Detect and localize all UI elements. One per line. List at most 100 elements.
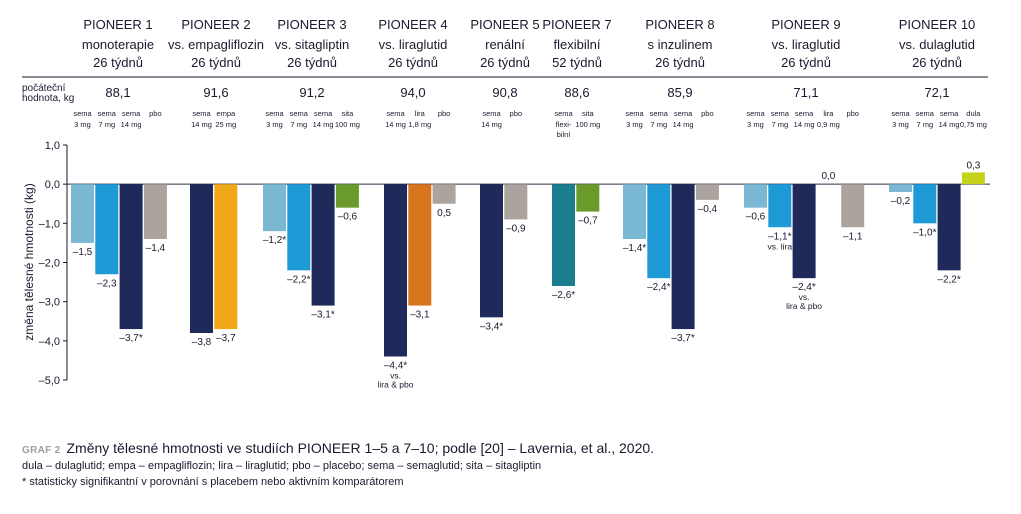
bar [95,184,119,275]
bar [913,184,937,224]
baseline-label-line1: počáteční [22,83,66,94]
arm-label-dose: 14 mg [121,120,142,129]
bar-value-label: –1,2* [263,235,286,246]
arm-label-name: sema [265,109,284,118]
y-tick-label: –1,0 [39,218,60,230]
arm-label-name: pbo [149,109,162,118]
bar-value-label: –2,2* [287,274,310,285]
y-axis-label: změna tělesné hmotnosti (kg) [22,183,36,340]
bar-value-label: –2,6* [552,290,575,301]
study-comparison: vs. liraglutid [379,37,448,52]
bar [504,184,528,220]
arm-label-name: sema [891,109,910,118]
arm-label-dose: 0,9 mg [817,120,840,129]
study-baseline: 94,0 [400,85,425,100]
bar [744,184,767,208]
bar-value-label: 0,3 [966,160,980,171]
bar-value-label: –0,2 [891,196,911,207]
bar [623,184,646,239]
bar [961,172,985,185]
arm-label-dose: 14 mg [385,120,406,129]
arm-label-name: sema [625,109,644,118]
arm-label-dose: 7 mg [916,120,933,129]
bar [695,184,719,200]
study-name: PIONEER 4 [378,17,447,32]
study-name: PIONEER 1 [83,17,152,32]
arm-label-name: sema [674,109,693,118]
study-duration: 26 týdnů [93,55,143,70]
bar [671,184,695,330]
bar-value-label: –1,1 [843,231,863,242]
arm-label-name: sema [122,109,141,118]
arm-label-name: sema [290,109,309,118]
bar-significance-note: lira & pbo [378,380,414,390]
study-duration: 26 týdnů [191,55,241,70]
arm-label-name: sema [746,109,765,118]
arm-label-dose: 7 mg [290,120,307,129]
arm-label-dose: 14 mg [481,120,502,129]
bar-significance-note: vs. [390,371,401,381]
bar-value-label: –0,7 [578,216,598,227]
arm-label-name: empa [216,109,236,118]
bar-value-label: 0,0 [821,171,835,182]
study-name: PIONEER 9 [771,17,840,32]
bar [792,184,816,279]
arm-label-name: sita [582,109,595,118]
caption-title-text: Změny tělesné hmotnosti ve studiích PION… [66,440,655,456]
study-name: PIONEER 5 [470,17,539,32]
arm-label-dose: 3 mg [747,120,764,129]
arm-label-name: sema [192,109,211,118]
study-duration: 26 týdnů [480,55,530,70]
study-comparison: vs. sitagliptin [275,37,349,52]
arm-label-name: dula [966,109,981,118]
arm-label-name: sema [482,109,501,118]
bar-value-label: –2,3 [97,278,117,289]
arm-label-dose: 14 mg [313,120,334,129]
study-duration: 26 týdnů [655,55,705,70]
study-name: PIONEER 10 [899,17,976,32]
caption-tag: GRAF 2 [22,445,61,456]
bar [480,184,503,318]
y-tick-label: –5,0 [39,375,60,387]
y-tick-label: 1,0 [45,140,60,152]
bar-value-label: –1,4* [623,243,646,254]
bar [576,184,600,212]
study-comparison: vs. empagliflozin [168,37,264,52]
arm-label-name: pbo [846,109,859,118]
bar [552,184,575,286]
study-comparison: vs. liraglutid [772,37,841,52]
arm-label-dose: 7 mg [771,120,788,129]
arm-label-name: sema [650,109,669,118]
figure-caption: GRAF 2 Změny tělesné hmotnosti ve studiíc… [22,440,1012,488]
bar-value-label: –0,4 [698,204,718,215]
arm-label-dose: 14 mg [939,120,960,129]
bar-value-label: –3,1* [311,310,334,321]
bar [119,184,143,330]
bar-value-label: –3,7 [216,333,236,344]
bar [71,184,94,243]
bar-value-label: –3,4* [480,321,503,332]
bar-value-label: 0,5 [437,208,451,219]
study-baseline: 91,6 [203,85,228,100]
bar [384,184,407,357]
bar [214,184,238,330]
study-comparison: s inzulinem [647,37,712,52]
bar-value-label: –2,2* [937,274,960,285]
arm-label-dose: 3 mg [74,120,91,129]
y-tick-label: –4,0 [39,336,60,348]
bar [768,184,792,228]
arm-label-dose: flexi- [556,120,572,129]
bar [841,184,865,228]
y-tick-label: –3,0 [39,297,60,309]
study-name: PIONEER 3 [277,17,346,32]
caption-footnote: * statisticky signifikantní v porovnání … [22,476,404,488]
arm-label-dose: bilní [557,130,572,139]
bar [432,184,456,204]
arm-label-dose: 3 mg [266,120,283,129]
arm-label-name: sema [554,109,573,118]
study-baseline: 88,6 [564,85,589,100]
bar [190,184,213,333]
study-duration: 52 týdnů [552,55,602,70]
bar-value-label: –3,7* [671,333,694,344]
arm-label-dose: 1,8 mg [408,120,431,129]
